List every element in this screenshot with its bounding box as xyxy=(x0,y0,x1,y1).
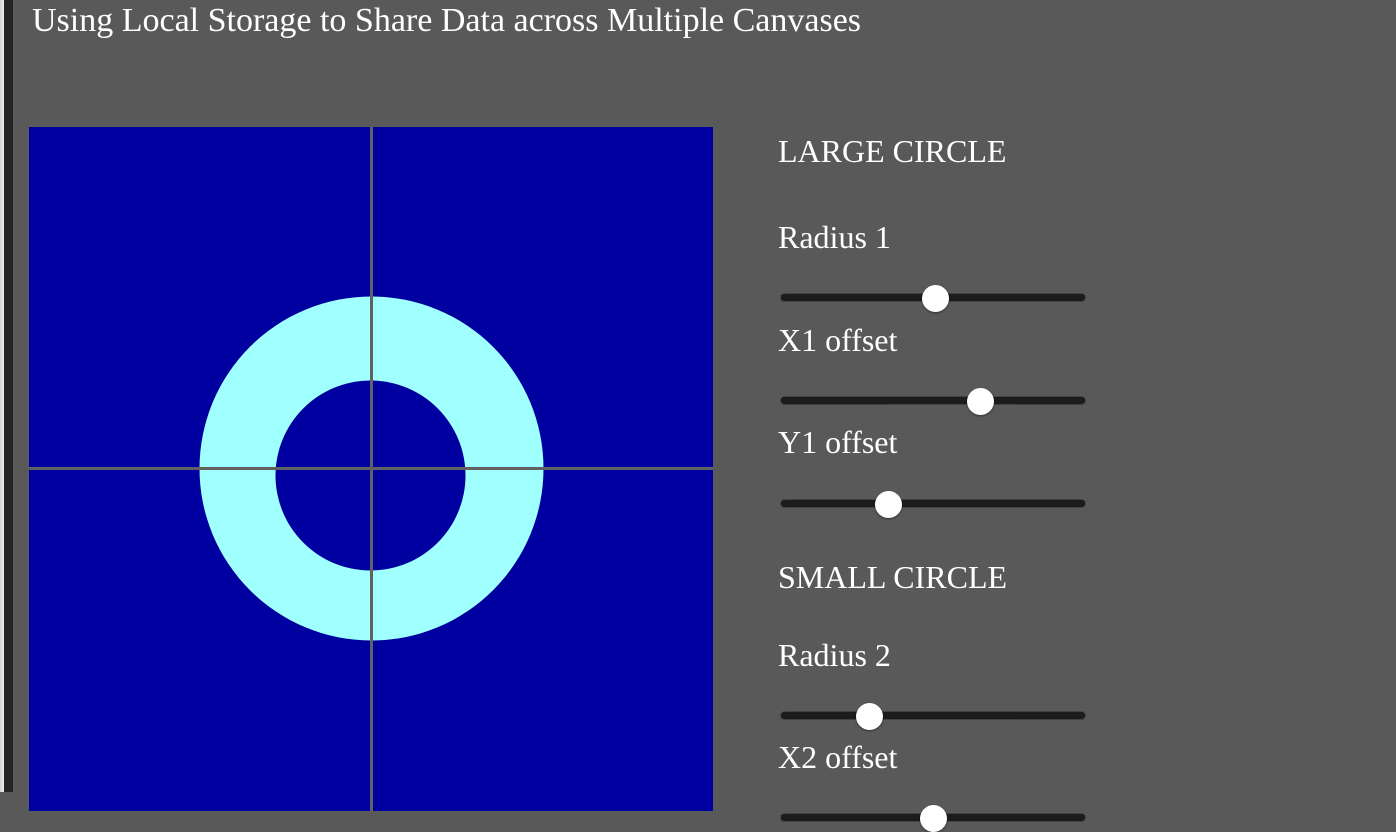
window-left-edge-bar xyxy=(4,0,13,792)
slider-label-x1-offset: X1 offset xyxy=(778,322,898,358)
section-heading-large-circle: LARGE CIRCLE xyxy=(778,133,1007,169)
x1-offset-slider[interactable] xyxy=(780,386,1086,414)
page-title: Using Local Storage to Share Data across… xyxy=(32,2,862,39)
slider-label-radius-2: Radius 2 xyxy=(778,637,891,673)
section-heading-small-circle: SMALL CIRCLE xyxy=(778,559,1008,595)
slider-label-y1-offset: Y1 offset xyxy=(778,424,898,460)
x2-offset-slider[interactable] xyxy=(780,803,1086,831)
slider-label-x2-offset: X2 offset xyxy=(778,739,898,775)
controls-panel: LARGE CIRCLE Radius 1 X1 offset Y1 offse… xyxy=(778,0,1088,831)
y1-offset-slider[interactable] xyxy=(780,489,1086,517)
radius-2-slider[interactable] xyxy=(780,701,1086,729)
shared-drawing-canvas xyxy=(29,127,713,811)
radius-1-slider[interactable] xyxy=(780,283,1086,311)
slider-label-radius-1: Radius 1 xyxy=(778,219,891,255)
window-left-edge-highlight xyxy=(0,0,4,792)
